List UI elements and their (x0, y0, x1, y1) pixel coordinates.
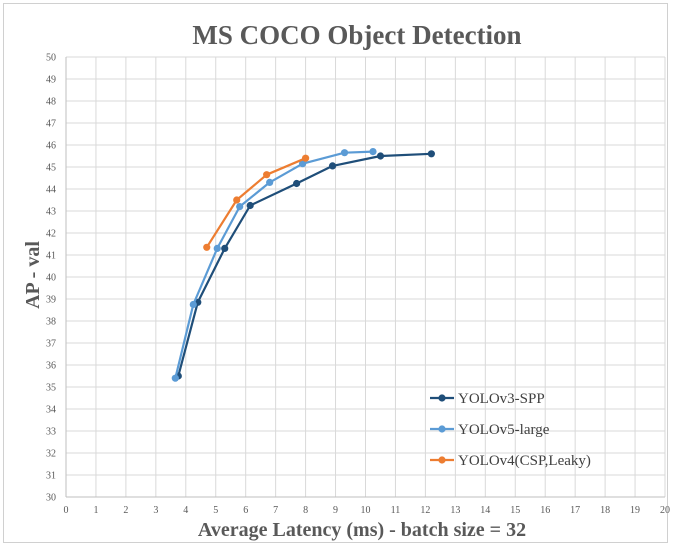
data-point (299, 160, 307, 168)
data-point (171, 374, 179, 382)
x-tick-label: 12 (420, 505, 430, 516)
y-tick-label: 48 (46, 97, 56, 108)
x-tick-label: 1 (93, 505, 98, 516)
x-tick-label: 10 (361, 505, 371, 516)
y-tick-label: 50 (46, 53, 56, 64)
x-tick-label: 20 (660, 505, 670, 516)
legend-item: YOLOv4(CSP,Leaky) (430, 453, 591, 469)
series-line (205, 157, 307, 248)
x-tick-label: 14 (480, 505, 490, 516)
data-point (427, 150, 435, 158)
legend-label: YOLOv4(CSP,Leaky) (458, 453, 591, 469)
legend-label: YOLOv3-SPP (458, 391, 545, 407)
x-tick-label: 16 (540, 505, 550, 516)
series-yolov5-large (171, 148, 377, 382)
legend-marker (438, 456, 446, 464)
x-tick-labels: 0 1 2 3 4 5 6 7 8 9 10 11 12 13 14 15 16 17 18 19 20 (64, 505, 671, 516)
y-tick-label: 40 (46, 273, 56, 284)
series-line (177, 152, 432, 377)
x-tick-label: 15 (510, 505, 520, 516)
y-tick-label: 37 (46, 339, 56, 350)
y-tick-label: 47 (46, 119, 56, 130)
data-point (293, 179, 301, 188)
y-tick-label: 49 (46, 75, 56, 86)
legend: YOLOv3-SPP YOLOv5-large YOLOv4(CSP,Leaky) (430, 391, 591, 469)
series-layer (171, 148, 435, 382)
data-point (246, 201, 254, 210)
y-tick-label: 33 (46, 427, 56, 438)
data-point (203, 243, 211, 251)
x-tick-label: 17 (570, 505, 580, 516)
y-tick-label: 34 (46, 405, 56, 416)
data-point (369, 148, 377, 156)
chart-title: MS COCO Object Detection (192, 20, 521, 50)
data-point (302, 154, 310, 162)
y-tick-label: 46 (46, 141, 56, 152)
y-tick-label: 36 (46, 361, 56, 372)
y-tick-label: 43 (46, 207, 56, 218)
x-tick-label: 5 (213, 505, 218, 516)
y-tick-label: 31 (46, 471, 56, 482)
legend-marker (438, 425, 446, 433)
data-point (221, 244, 229, 252)
legend-label: YOLOv5-large (458, 422, 550, 438)
data-point (189, 300, 197, 309)
series-line (174, 150, 374, 379)
series-yolov4-csp-leaky (203, 154, 310, 251)
data-point (213, 244, 221, 252)
data-point (263, 171, 271, 179)
x-tick-label: 11 (391, 505, 401, 516)
legend-marker (438, 394, 446, 402)
data-point (233, 196, 241, 204)
y-tick-labels: 30 31 32 33 34 35 36 37 38 39 40 41 42 43 44 45 46 47 48 49… (46, 53, 56, 504)
y-tick-label: 42 (46, 229, 56, 240)
x-tick-label: 19 (630, 505, 640, 516)
x-tick-label: 9 (333, 505, 338, 516)
y-axis-title: AP - val (22, 241, 44, 309)
data-point (266, 178, 274, 186)
y-tick-label: 30 (46, 493, 56, 504)
data-point (376, 152, 385, 160)
x-tick-label: 13 (450, 505, 460, 516)
y-tick-label: 32 (46, 449, 56, 460)
x-tick-label: 8 (303, 505, 308, 516)
x-tick-label: 0 (64, 505, 69, 516)
y-tick-label: 41 (46, 251, 56, 262)
data-point (236, 203, 244, 211)
x-tick-label: 3 (153, 505, 158, 516)
y-tick-label: 45 (46, 163, 56, 174)
y-tick-label: 38 (46, 317, 56, 328)
legend-item: YOLOv5-large (430, 422, 550, 438)
legend-item: YOLOv3-SPP (430, 391, 545, 407)
x-axis-title: Average Latency (ms) - batch size = 32 (198, 519, 526, 541)
gridlines (65, 56, 666, 498)
x-tick-label: 6 (243, 505, 248, 516)
x-tick-label: 2 (123, 505, 128, 516)
data-point (340, 149, 349, 157)
y-tick-label: 44 (46, 185, 56, 196)
x-tick-label: 7 (273, 505, 278, 516)
y-tick-label: 35 (46, 383, 56, 394)
data-point (328, 162, 337, 170)
x-tick-label: 4 (183, 505, 188, 516)
x-tick-label: 18 (600, 505, 610, 516)
y-tick-label: 39 (46, 295, 56, 306)
